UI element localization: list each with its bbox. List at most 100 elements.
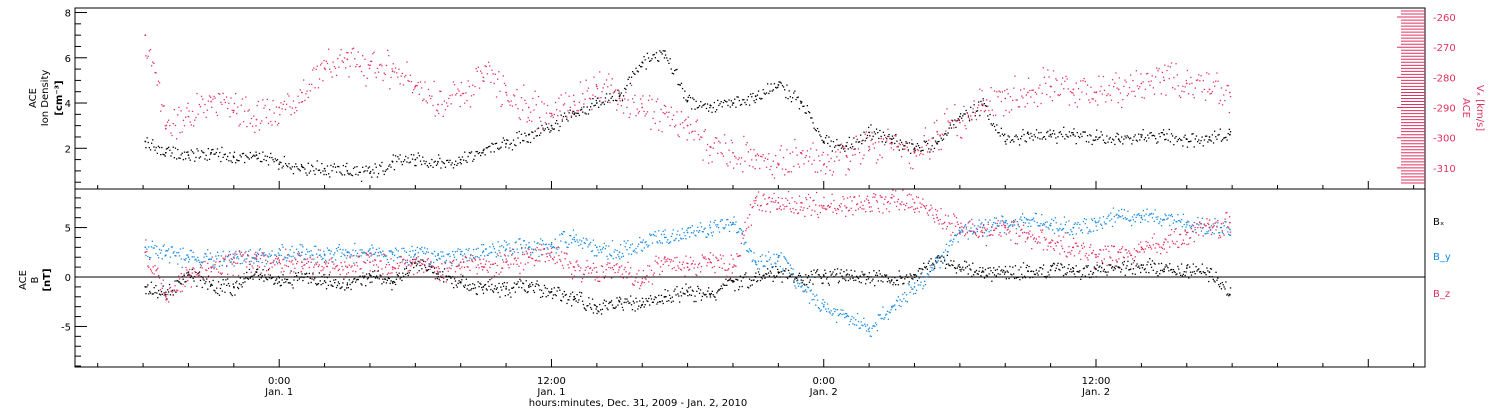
data-point [494, 73, 496, 75]
data-point [471, 258, 473, 260]
data-point [885, 275, 887, 277]
data-point [582, 111, 584, 113]
data-point [532, 289, 535, 292]
data-point [751, 159, 753, 161]
series-2 [144, 34, 1232, 179]
data-point [494, 251, 496, 253]
data-point [827, 282, 830, 284]
data-point [640, 306, 642, 309]
data-point [1221, 139, 1224, 141]
data-point [591, 250, 594, 252]
data-point [417, 260, 419, 262]
data-point [888, 136, 890, 138]
data-point [844, 150, 846, 152]
data-point [1003, 269, 1005, 272]
data-point [342, 61, 344, 63]
data-point [607, 101, 609, 103]
data-point [1165, 215, 1167, 217]
data-point [459, 161, 461, 164]
data-point [1200, 140, 1202, 142]
data-point [404, 262, 407, 264]
data-point [249, 122, 251, 124]
data-point [575, 115, 577, 117]
data-point [210, 153, 212, 155]
data-point [476, 293, 478, 296]
data-point [551, 127, 553, 129]
data-point [425, 270, 428, 272]
data-point-anchor [800, 102, 802, 104]
data-point [907, 283, 909, 285]
data-point [281, 167, 283, 169]
data-point [342, 282, 344, 284]
data-point [846, 313, 848, 315]
data-point [726, 163, 728, 165]
data-point [183, 273, 185, 275]
data-point [163, 292, 165, 294]
data-point [1173, 76, 1175, 79]
data-point [710, 292, 712, 295]
data-point [271, 124, 273, 126]
data-point [1018, 269, 1020, 271]
data-point [1106, 217, 1108, 220]
data-point [169, 149, 171, 151]
data-point [823, 142, 825, 144]
data-point [1221, 281, 1223, 284]
data-point [797, 274, 800, 277]
data-point [1011, 274, 1013, 276]
data-point [1015, 277, 1017, 279]
data-point [486, 289, 488, 291]
bottom-panel-frame [74, 188, 1426, 368]
data-point [289, 249, 291, 251]
data-point [365, 262, 367, 264]
data-point [809, 156, 811, 158]
data-point [1022, 221, 1025, 224]
data-point [261, 120, 263, 122]
data-point [453, 163, 456, 166]
data-point [779, 149, 781, 151]
data-point [479, 282, 481, 284]
data-point [1053, 232, 1056, 235]
data-point [1033, 101, 1035, 104]
data-point [996, 224, 998, 227]
data-point [522, 240, 525, 242]
data-point [596, 312, 598, 315]
data-point [788, 275, 791, 277]
data-point [418, 262, 420, 264]
magnetic-field-panel: 50-5 ACE B [nT] BₓB_yB_z [18, 188, 1451, 368]
data-point [967, 114, 970, 116]
data-point [738, 231, 740, 233]
data-point [750, 93, 752, 95]
data-point [788, 272, 791, 274]
data-point [962, 231, 964, 233]
data-point [219, 272, 222, 274]
data-point [406, 259, 408, 261]
data-point [1193, 146, 1195, 148]
data-point [979, 88, 981, 90]
data-point [1032, 89, 1034, 91]
data-point [167, 289, 169, 291]
data-point [303, 258, 305, 261]
data-point [627, 300, 629, 302]
data-point [1198, 224, 1200, 226]
data-point [439, 90, 441, 92]
data-point [605, 79, 608, 81]
data-point-anchor [1208, 88, 1211, 91]
data-point [937, 133, 939, 136]
data-point [306, 251, 309, 253]
data-point [928, 275, 930, 277]
data-point [761, 156, 763, 158]
data-point [414, 254, 416, 256]
data-point [663, 104, 666, 107]
data-point [628, 253, 630, 255]
data-point [146, 286, 148, 288]
data-point [774, 277, 776, 279]
data-point [987, 115, 989, 117]
data-point [451, 282, 453, 285]
data-point [346, 282, 349, 284]
data-point [268, 267, 271, 270]
data-point [278, 168, 280, 170]
data-point [659, 120, 661, 123]
data-point [1178, 137, 1181, 140]
data-point [561, 233, 564, 236]
data-point [373, 51, 375, 53]
